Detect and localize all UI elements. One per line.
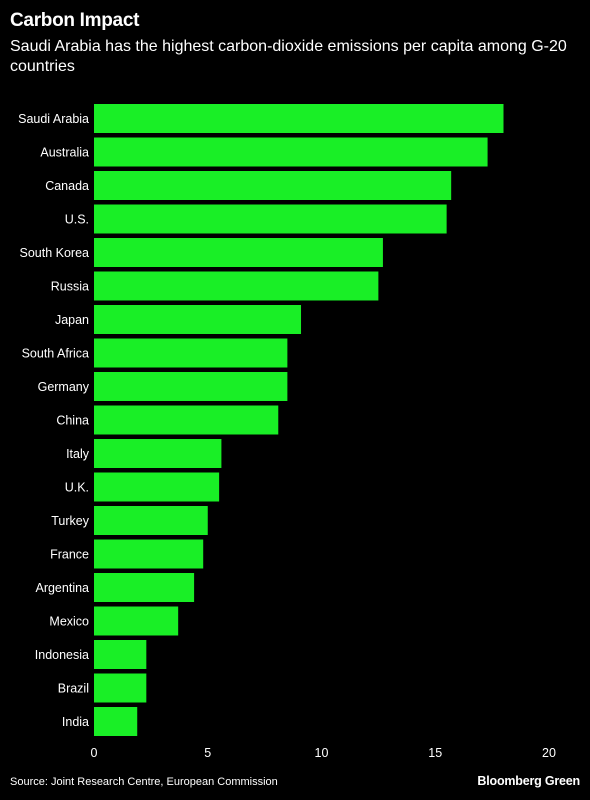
category-label: U.K. xyxy=(65,481,89,495)
category-label: France xyxy=(50,548,89,562)
bars-layer xyxy=(94,104,504,736)
category-label: Australia xyxy=(40,146,89,160)
bar-indonesia xyxy=(94,640,147,669)
category-label: Japan xyxy=(55,313,89,327)
category-label: India xyxy=(62,715,89,729)
bar-turkey xyxy=(94,506,208,535)
bar-russia xyxy=(94,271,379,301)
category-label: South Korea xyxy=(20,246,90,260)
bar-u-k xyxy=(94,472,220,502)
bar-germany xyxy=(94,372,288,401)
category-label: Saudi Arabia xyxy=(18,112,89,126)
bar-canada xyxy=(94,171,452,200)
category-label: Russia xyxy=(51,280,89,294)
category-label: Canada xyxy=(45,179,89,193)
bar-australia xyxy=(94,137,488,167)
bar-brazil xyxy=(94,673,147,703)
category-label: Germany xyxy=(38,380,90,394)
bar-argentina xyxy=(94,573,195,602)
category-label: South Africa xyxy=(22,347,89,361)
x-tick-label: 20 xyxy=(542,746,556,760)
bar-south-korea xyxy=(94,238,383,267)
x-tick-label: 0 xyxy=(91,746,98,760)
category-label: Brazil xyxy=(58,682,89,696)
brand-logo: Bloomberg Green xyxy=(477,774,580,788)
x-tick-label: 10 xyxy=(315,746,329,760)
x-tick-label: 15 xyxy=(428,746,442,760)
x-tick-label: 5 xyxy=(204,746,211,760)
category-label: U.S. xyxy=(65,213,89,227)
bar-saudi-arabia xyxy=(94,104,504,133)
bar-india xyxy=(94,707,138,736)
bar-italy xyxy=(94,439,222,468)
category-label: Turkey xyxy=(51,514,89,528)
bar-u-s xyxy=(94,204,447,234)
x-axis-ticks: 0 5 10 15 20 xyxy=(91,746,556,760)
bar-south-africa xyxy=(94,338,288,368)
category-label: Indonesia xyxy=(35,648,89,662)
chart-subtitle: Saudi Arabia has the highest carbon-diox… xyxy=(10,38,567,75)
category-label: China xyxy=(56,414,89,428)
bar-china xyxy=(94,405,279,435)
bar-france xyxy=(94,539,204,569)
category-label: Argentina xyxy=(35,581,89,595)
chart-title: Carbon Impact xyxy=(10,10,140,31)
bar-mexico xyxy=(94,606,179,636)
bar-chart: Saudi Arabia Australia Canada U.S. South Kor… xyxy=(18,104,556,760)
category-label: Mexico xyxy=(49,615,89,629)
category-label: Italy xyxy=(66,447,90,461)
bar-japan xyxy=(94,305,302,334)
category-labels: Saudi Arabia Australia Canada U.S. South Kor… xyxy=(18,112,90,729)
source-note: Source: Joint Research Centre, European … xyxy=(10,776,278,788)
